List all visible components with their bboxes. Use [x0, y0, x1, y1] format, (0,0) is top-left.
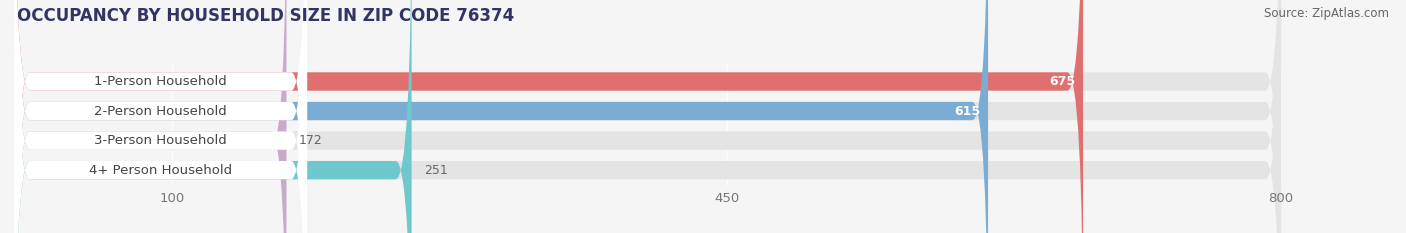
FancyBboxPatch shape: [14, 0, 307, 233]
FancyBboxPatch shape: [14, 0, 307, 233]
FancyBboxPatch shape: [14, 0, 1281, 233]
FancyBboxPatch shape: [14, 0, 1083, 233]
Text: 615: 615: [955, 105, 980, 117]
FancyBboxPatch shape: [14, 0, 988, 233]
Text: Source: ZipAtlas.com: Source: ZipAtlas.com: [1264, 7, 1389, 20]
Text: 251: 251: [425, 164, 449, 177]
Text: 675: 675: [1049, 75, 1076, 88]
FancyBboxPatch shape: [14, 0, 307, 233]
Text: 172: 172: [299, 134, 323, 147]
Text: 2-Person Household: 2-Person Household: [94, 105, 226, 117]
Text: 4+ Person Household: 4+ Person Household: [89, 164, 232, 177]
Text: 1-Person Household: 1-Person Household: [94, 75, 226, 88]
Text: OCCUPANCY BY HOUSEHOLD SIZE IN ZIP CODE 76374: OCCUPANCY BY HOUSEHOLD SIZE IN ZIP CODE …: [17, 7, 515, 25]
FancyBboxPatch shape: [14, 0, 1281, 233]
FancyBboxPatch shape: [14, 0, 287, 233]
FancyBboxPatch shape: [14, 0, 412, 233]
FancyBboxPatch shape: [14, 0, 1281, 233]
Text: 3-Person Household: 3-Person Household: [94, 134, 226, 147]
FancyBboxPatch shape: [14, 0, 307, 233]
FancyBboxPatch shape: [14, 0, 1281, 233]
